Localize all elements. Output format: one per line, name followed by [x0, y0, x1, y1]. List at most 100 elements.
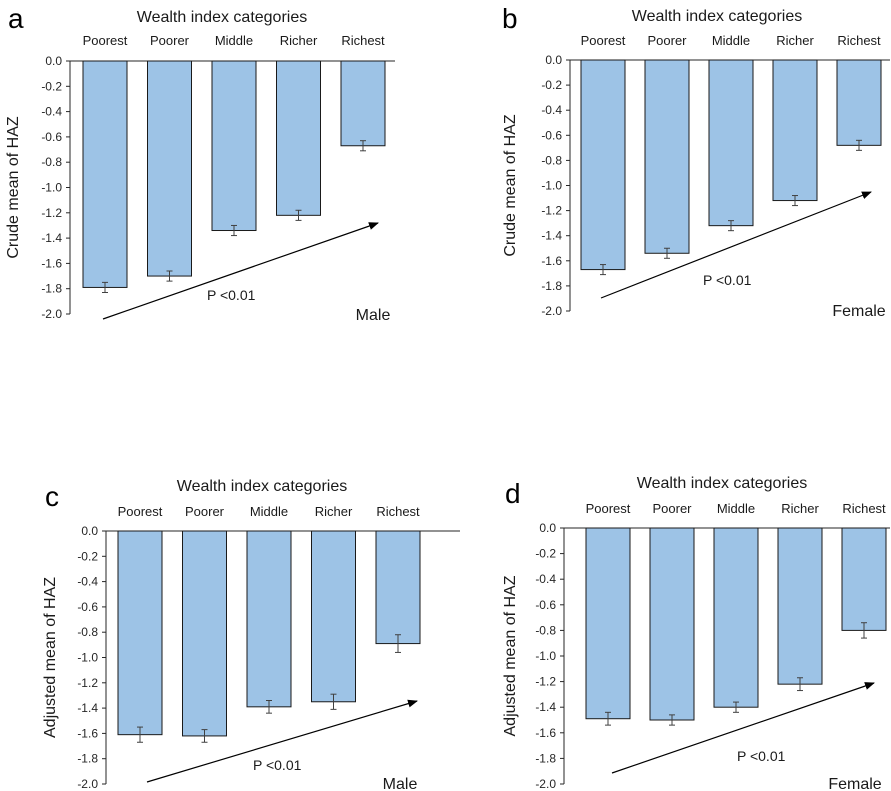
y-axis-label: Adjusted mean of HAZ: [42, 577, 59, 738]
category-label: Poorest: [586, 501, 631, 516]
y-tick-label: -0.4: [41, 105, 62, 119]
category-label: Richest: [842, 501, 886, 516]
group-label: Male: [356, 307, 391, 324]
trend-arrow: [102, 222, 379, 320]
category-label: Richer: [315, 504, 353, 519]
y-tick-label: 0.0: [81, 524, 98, 538]
y-tick-label: -1.4: [535, 700, 556, 714]
bar-middle: [211, 60, 257, 232]
panel-letter-d: d: [505, 478, 521, 509]
bar-middle: [713, 527, 759, 708]
bar-poorer: [644, 59, 690, 254]
trend-arrow: [611, 682, 875, 774]
y-tick-label: -1.2: [77, 676, 98, 690]
bar-richest: [841, 527, 887, 631]
y-tick-label: 0.0: [539, 521, 556, 535]
bar-richer: [777, 527, 823, 685]
y-tick-label: -0.6: [41, 130, 62, 144]
y-tick-label: -0.8: [41, 155, 62, 169]
y-axis-label: Adjusted mean of HAZ: [502, 575, 519, 736]
category-label: Richer: [280, 33, 318, 48]
bar-richest: [340, 60, 386, 147]
y-tick-label: -0.8: [541, 153, 562, 167]
category-label: Middle: [250, 504, 288, 519]
group-label: Male: [383, 776, 418, 791]
y-tick-label: -1.4: [77, 701, 98, 715]
y-tick-label: -1.0: [77, 651, 98, 665]
bar-richer: [772, 59, 818, 202]
group-label: Female: [832, 303, 885, 320]
category-label: Middle: [215, 33, 253, 48]
y-tick-label: -0.2: [41, 79, 62, 93]
category-label: Richest: [341, 33, 385, 48]
y-tick-label: 0.0: [545, 53, 562, 67]
category-label: Poorer: [652, 501, 692, 516]
y-tick-label: -1.8: [41, 282, 62, 296]
y-axis-label: Crude mean of HAZ: [5, 116, 22, 259]
bar-poorest: [82, 60, 128, 288]
y-tick-label: -2.0: [77, 777, 98, 791]
y-tick-label: -0.2: [77, 549, 98, 563]
y-tick-label: -0.6: [77, 600, 98, 614]
bar-richest: [836, 59, 882, 146]
y-tick-label: -1.6: [41, 256, 62, 270]
bar-poorest: [580, 59, 626, 271]
chart-title: Wealth index categories: [632, 8, 802, 25]
chart-title: Wealth index categories: [637, 475, 807, 492]
y-tick-label: -1.6: [535, 726, 556, 740]
y-tick-label: -1.2: [541, 204, 562, 218]
bar-richer: [311, 530, 356, 703]
y-tick-label: -0.4: [77, 575, 98, 589]
panel-letter-a: a: [8, 3, 24, 34]
y-tick-label: -0.4: [541, 103, 562, 117]
y-tick-label: -1.0: [535, 649, 556, 663]
y-tick-label: -1.4: [541, 229, 562, 243]
category-label: Richest: [837, 33, 881, 48]
category-label: Poorest: [83, 33, 128, 48]
category-label: Richer: [781, 501, 819, 516]
y-tick-label: -1.8: [535, 751, 556, 765]
y-tick-label: -1.2: [535, 675, 556, 689]
y-tick-label: -1.8: [77, 752, 98, 766]
bar-poorer: [182, 530, 227, 737]
y-tick-label: -0.8: [77, 625, 98, 639]
p-value-annotation: P <0.01: [703, 272, 752, 288]
y-tick-label: -0.2: [541, 78, 562, 92]
y-tick-label: -1.6: [77, 726, 98, 740]
group-label: Female: [828, 776, 881, 791]
p-value-annotation: P <0.01: [737, 748, 786, 764]
p-value-annotation: P <0.01: [253, 757, 302, 773]
bar-middle: [246, 530, 292, 708]
p-value-annotation: P <0.01: [207, 287, 256, 303]
y-tick-label: -0.6: [541, 128, 562, 142]
y-tick-label: -1.4: [41, 231, 62, 245]
category-label: Richer: [776, 33, 814, 48]
bar-poorest: [117, 530, 163, 736]
category-label: Poorest: [118, 504, 163, 519]
y-tick-label: -0.4: [535, 572, 556, 586]
bar-poorer: [147, 60, 192, 277]
y-tick-label: -1.6: [541, 254, 562, 268]
y-axis-label: Crude mean of HAZ: [502, 114, 519, 257]
category-label: Poorer: [647, 33, 687, 48]
y-tick-label: -0.6: [535, 598, 556, 612]
trend-arrow: [600, 191, 872, 299]
panel-letter-c: c: [45, 481, 59, 512]
bar-richer: [276, 60, 321, 216]
category-label: Middle: [717, 501, 755, 516]
category-label: Poorer: [150, 33, 190, 48]
category-label: Poorest: [581, 33, 626, 48]
y-tick-label: -1.0: [541, 179, 562, 193]
chart-title: Wealth index categories: [177, 478, 347, 495]
bar-poorest: [585, 527, 631, 720]
panel-letter-b: b: [502, 3, 518, 34]
y-tick-label: -2.0: [541, 304, 562, 318]
category-label: Richest: [376, 504, 420, 519]
bar-poorer: [649, 527, 695, 721]
bar-middle: [708, 59, 754, 227]
y-tick-label: -1.8: [541, 279, 562, 293]
y-tick-label: 0.0: [45, 54, 62, 68]
category-label: Middle: [712, 33, 750, 48]
trend-arrow: [146, 699, 418, 783]
